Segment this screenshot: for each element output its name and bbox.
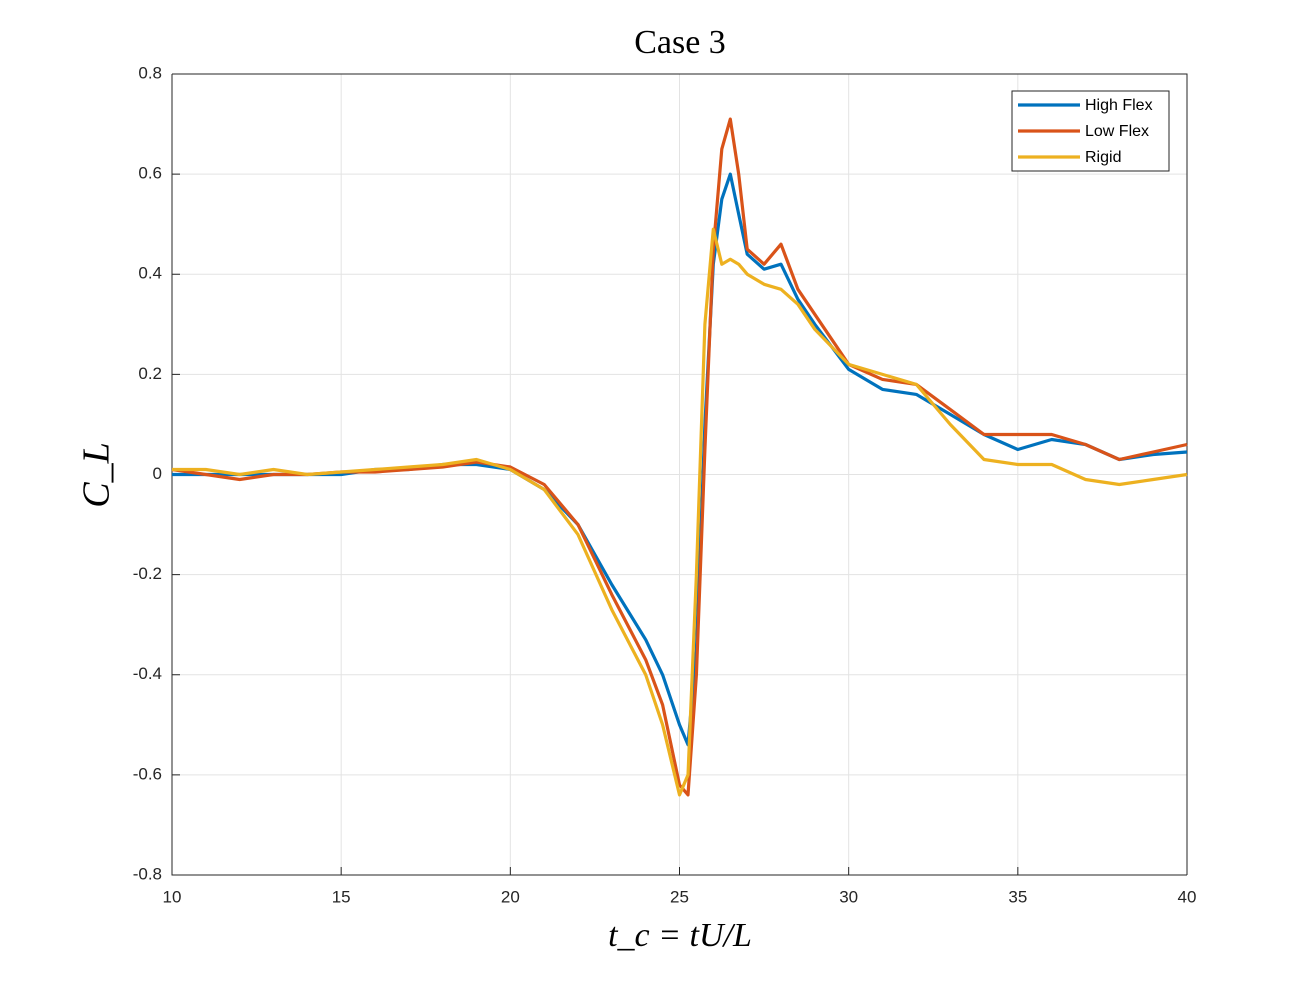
x-tick-label: 35 xyxy=(1008,887,1027,906)
x-tick-label: 30 xyxy=(839,887,858,906)
chart-title: Case 3 xyxy=(634,24,726,61)
legend-label: Rigid xyxy=(1085,149,1121,166)
y-tick-label: 0.8 xyxy=(138,63,162,82)
y-tick-label: 0 xyxy=(153,464,162,483)
x-tick-label: 10 xyxy=(163,887,182,906)
y-tick-label: -0.4 xyxy=(133,664,162,683)
axis-frame xyxy=(172,73,1188,875)
y-tick-label: 0.4 xyxy=(138,264,162,283)
y-tick-label: 0.6 xyxy=(138,164,162,183)
y-tick-label: 0.2 xyxy=(138,364,162,383)
axis-frame xyxy=(171,74,1187,876)
x-tick-label: 25 xyxy=(670,887,689,906)
y-tick-label: -0.6 xyxy=(133,764,162,783)
legend-label: High Flex xyxy=(1085,97,1153,114)
x-axis-label: t_c = tU/L xyxy=(608,917,752,954)
y-tick-label: -0.8 xyxy=(133,864,162,883)
x-tick-label: 20 xyxy=(501,887,520,906)
y-axis-label: C_L xyxy=(76,442,118,507)
series-line xyxy=(171,117,1188,797)
x-tick-label: 40 xyxy=(1178,887,1197,906)
x-tick-label: 15 xyxy=(332,887,351,906)
y-tick-label: -0.2 xyxy=(133,564,162,583)
legend-label: Low Flex xyxy=(1085,123,1149,140)
series-line xyxy=(172,227,1188,797)
